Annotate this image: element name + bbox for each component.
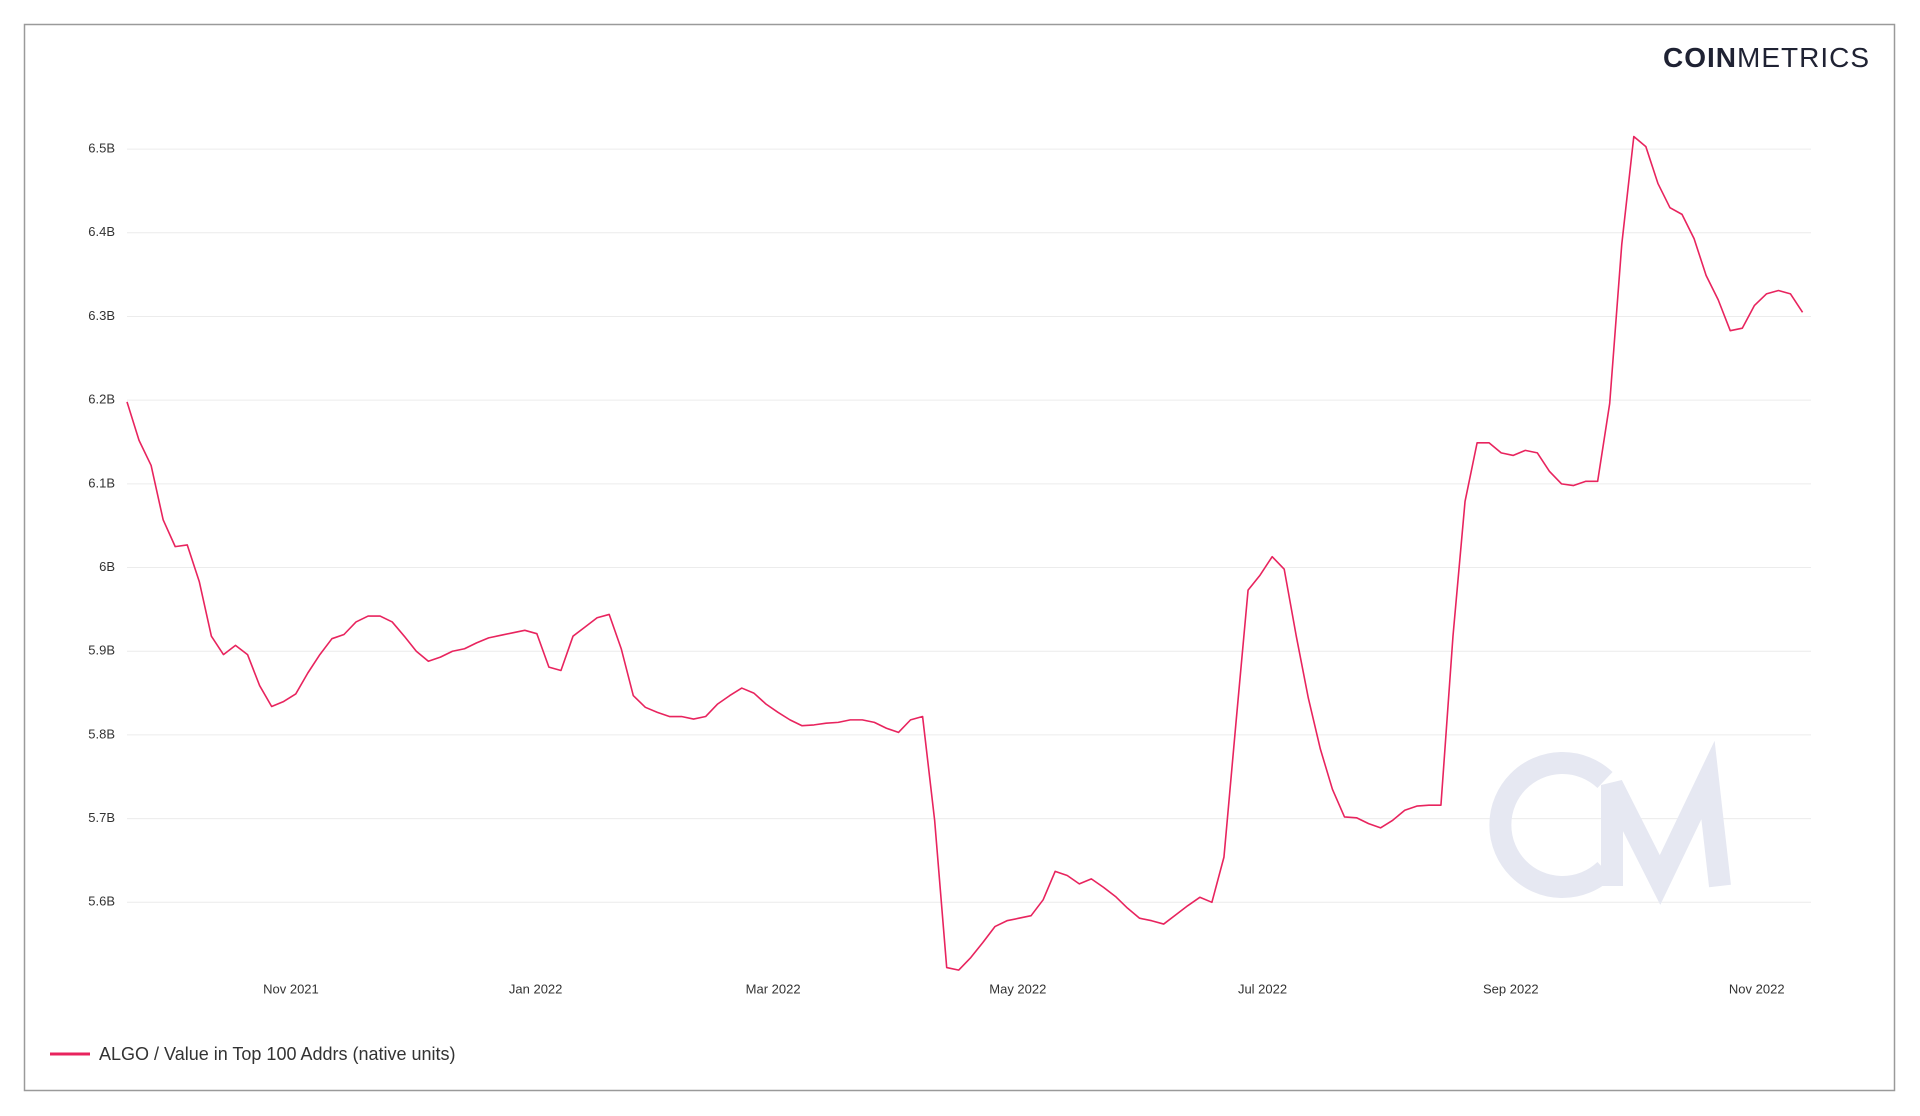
y-tick-label: 6B [99,559,115,574]
x-tick-label: Nov 2022 [1729,981,1785,996]
y-tick-label: 5.7B [88,810,115,825]
x-tick-label: Sep 2022 [1483,981,1539,996]
watermark [1489,740,1731,905]
x-tick-label: Nov 2021 [263,981,319,996]
logo: COINMETRICS [1663,42,1870,73]
y-tick-label: 6.3B [88,308,115,323]
y-tick-label: 6.1B [88,475,115,490]
y-tick-label: 6.2B [88,392,115,407]
logo-light: METRICS [1737,42,1870,73]
frame [23,23,1896,1092]
y-tick-label: 6.5B [88,141,115,156]
x-tick-label: Jan 2022 [509,981,563,996]
y-tick-label: 5.9B [88,643,115,658]
logo-bold: COIN [1663,42,1737,73]
x-tick-label: Jul 2022 [1238,981,1287,996]
y-tick-label: 5.8B [88,726,115,741]
data-line [126,135,1804,971]
x-tick-label: May 2022 [989,981,1046,996]
y-tick-label: 6.4B [88,224,115,239]
legend-label[interactable]: ALGO / Value in Top 100 Addrs (native un… [99,1044,456,1064]
watermark-c [1489,752,1613,898]
y-tick-label: 5.6B [88,894,115,909]
watermark-m [1601,740,1731,905]
x-tick-label: Mar 2022 [746,981,801,996]
